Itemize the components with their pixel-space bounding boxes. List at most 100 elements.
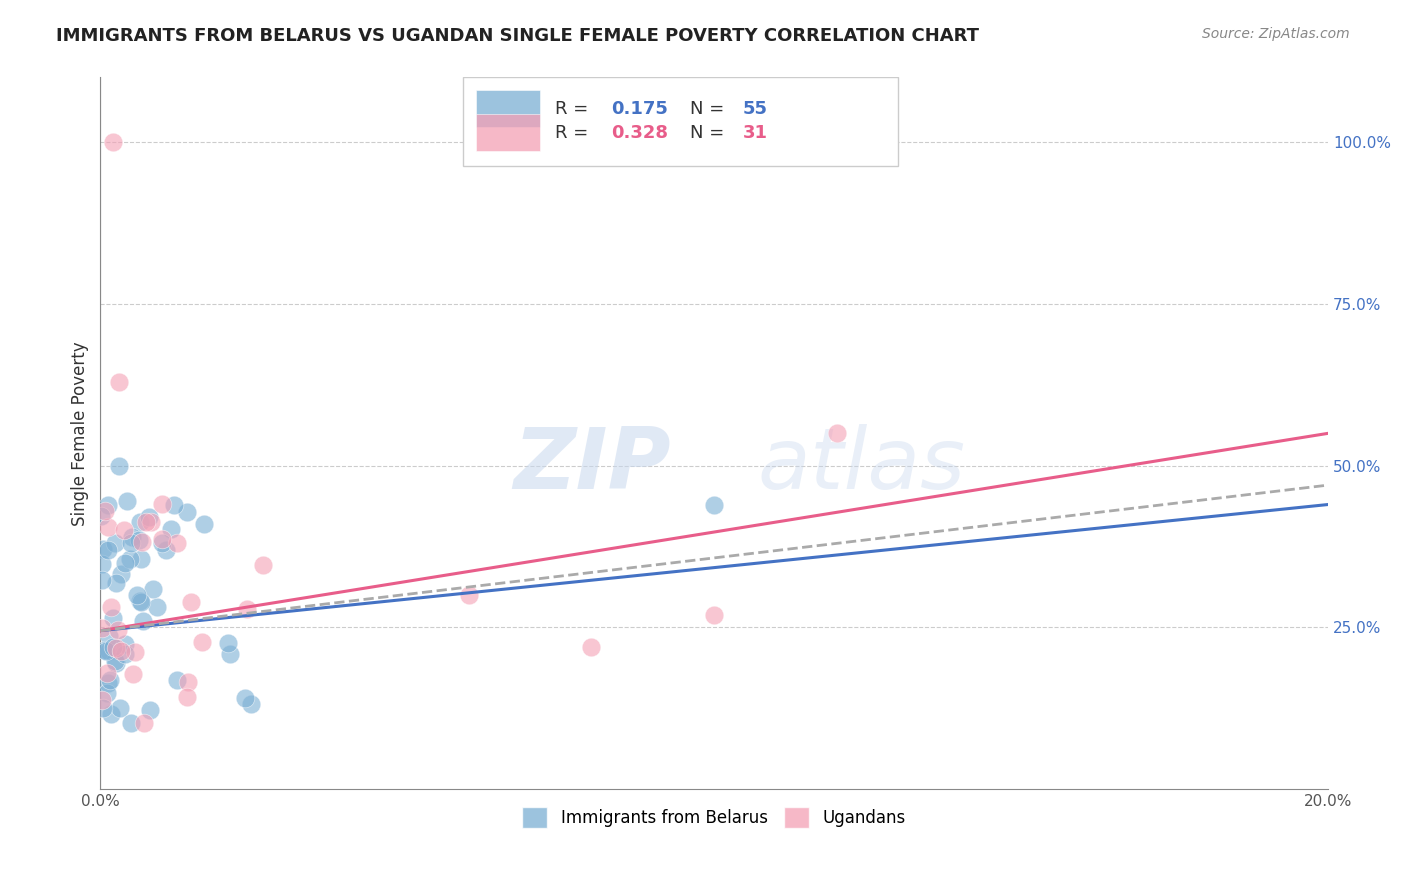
Point xyxy=(97,542,120,557)
Point xyxy=(239,698,262,712)
Point xyxy=(114,647,136,661)
Point xyxy=(193,516,215,531)
Point xyxy=(217,636,239,650)
Point xyxy=(94,504,117,518)
Point xyxy=(150,498,173,512)
Text: Source: ZipAtlas.com: Source: ZipAtlas.com xyxy=(1202,27,1350,41)
FancyBboxPatch shape xyxy=(463,78,898,167)
Point xyxy=(98,673,121,687)
Point xyxy=(138,510,160,524)
Point xyxy=(128,593,150,607)
Point xyxy=(104,576,127,591)
Point xyxy=(91,700,114,714)
Point xyxy=(91,541,114,556)
Point xyxy=(581,640,603,654)
Point xyxy=(97,498,120,512)
Point xyxy=(142,582,165,596)
Point xyxy=(91,558,114,572)
Point xyxy=(90,508,112,523)
Point xyxy=(112,523,135,537)
Point xyxy=(180,595,202,609)
Point xyxy=(94,644,117,658)
Point xyxy=(218,647,240,661)
Point xyxy=(163,498,186,512)
Point xyxy=(152,533,174,547)
Point xyxy=(96,665,118,680)
Point xyxy=(703,607,725,622)
Point xyxy=(129,552,152,566)
Point xyxy=(129,594,152,608)
Point xyxy=(103,610,125,624)
Point xyxy=(155,542,177,557)
Point xyxy=(252,558,274,573)
Text: 31: 31 xyxy=(742,124,768,142)
Point xyxy=(132,715,155,730)
Point xyxy=(97,520,120,534)
Point xyxy=(127,588,149,602)
Point xyxy=(703,498,725,512)
Text: R =: R = xyxy=(554,124,593,142)
Point xyxy=(150,536,173,550)
Point xyxy=(121,530,143,544)
Text: N =: N = xyxy=(690,100,730,118)
Point xyxy=(107,458,129,473)
Point xyxy=(128,515,150,529)
Text: 0.175: 0.175 xyxy=(612,100,668,118)
Point xyxy=(235,602,257,616)
Point xyxy=(190,635,212,649)
Point xyxy=(101,135,124,149)
Point xyxy=(91,621,114,635)
Point xyxy=(100,707,122,722)
Point xyxy=(139,703,162,717)
Point xyxy=(825,426,848,441)
Point xyxy=(115,494,138,508)
Point xyxy=(121,667,143,681)
Point xyxy=(176,690,198,705)
Text: atlas: atlas xyxy=(758,424,965,507)
Point xyxy=(110,644,132,658)
Point xyxy=(107,623,129,637)
Point xyxy=(98,630,121,644)
Point xyxy=(104,656,127,670)
Point xyxy=(120,536,142,550)
Point xyxy=(100,600,122,615)
Text: 0.328: 0.328 xyxy=(612,124,668,142)
Point xyxy=(90,573,112,587)
Point xyxy=(107,375,129,389)
Point xyxy=(166,673,188,687)
Point xyxy=(118,552,141,566)
Point xyxy=(177,675,200,690)
Point xyxy=(124,645,146,659)
Text: N =: N = xyxy=(690,124,730,142)
Point xyxy=(176,505,198,519)
Point xyxy=(104,536,127,550)
Text: IMMIGRANTS FROM BELARUS VS UGANDAN SINGLE FEMALE POVERTY CORRELATION CHART: IMMIGRANTS FROM BELARUS VS UGANDAN SINGL… xyxy=(56,27,979,45)
Point xyxy=(114,637,136,651)
Text: R =: R = xyxy=(554,100,593,118)
Point xyxy=(114,556,136,570)
Point xyxy=(131,534,153,549)
Point xyxy=(166,535,188,549)
Point xyxy=(101,640,124,654)
Y-axis label: Single Female Poverty: Single Female Poverty xyxy=(72,341,89,525)
Point xyxy=(108,700,131,714)
Point xyxy=(96,685,118,699)
Point xyxy=(110,567,132,582)
Point xyxy=(139,516,162,530)
Legend: Immigrants from Belarus, Ugandans: Immigrants from Belarus, Ugandans xyxy=(516,801,912,834)
FancyBboxPatch shape xyxy=(477,90,540,128)
Point xyxy=(98,644,121,658)
Point xyxy=(105,641,128,656)
Text: 55: 55 xyxy=(742,100,768,118)
Point xyxy=(132,614,155,628)
Point xyxy=(128,533,150,547)
Point xyxy=(146,599,169,614)
Point xyxy=(90,692,112,706)
Point xyxy=(233,691,256,706)
Point xyxy=(97,675,120,690)
Point xyxy=(94,642,117,657)
FancyBboxPatch shape xyxy=(477,114,540,152)
Point xyxy=(120,716,142,731)
Text: ZIP: ZIP xyxy=(513,424,671,507)
Point xyxy=(457,588,479,602)
